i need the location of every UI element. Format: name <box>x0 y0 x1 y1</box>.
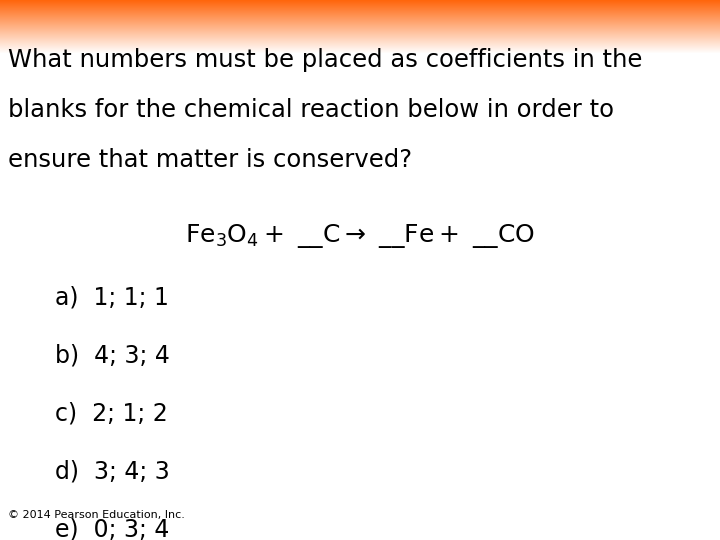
Text: $\mathsf{Fe_3O_4 + \ \_\_C \rightarrow \ \_\_Fe + \ \_\_CO}$: $\mathsf{Fe_3O_4 + \ \_\_C \rightarrow \… <box>185 222 535 250</box>
Text: What numbers must be placed as coefficients in the: What numbers must be placed as coefficie… <box>8 48 642 72</box>
Text: blanks for the chemical reaction below in order to: blanks for the chemical reaction below i… <box>8 98 614 122</box>
Text: d)  3; 4; 3: d) 3; 4; 3 <box>55 459 170 483</box>
Text: c)  2; 1; 2: c) 2; 1; 2 <box>55 401 168 425</box>
Text: a)  1; 1; 1: a) 1; 1; 1 <box>55 285 169 309</box>
Text: b)  4; 3; 4: b) 4; 3; 4 <box>55 343 170 367</box>
Text: ensure that matter is conserved?: ensure that matter is conserved? <box>8 148 412 172</box>
Text: e)  0; 3; 4: e) 0; 3; 4 <box>55 517 169 540</box>
Text: © 2014 Pearson Education, Inc.: © 2014 Pearson Education, Inc. <box>8 510 185 520</box>
